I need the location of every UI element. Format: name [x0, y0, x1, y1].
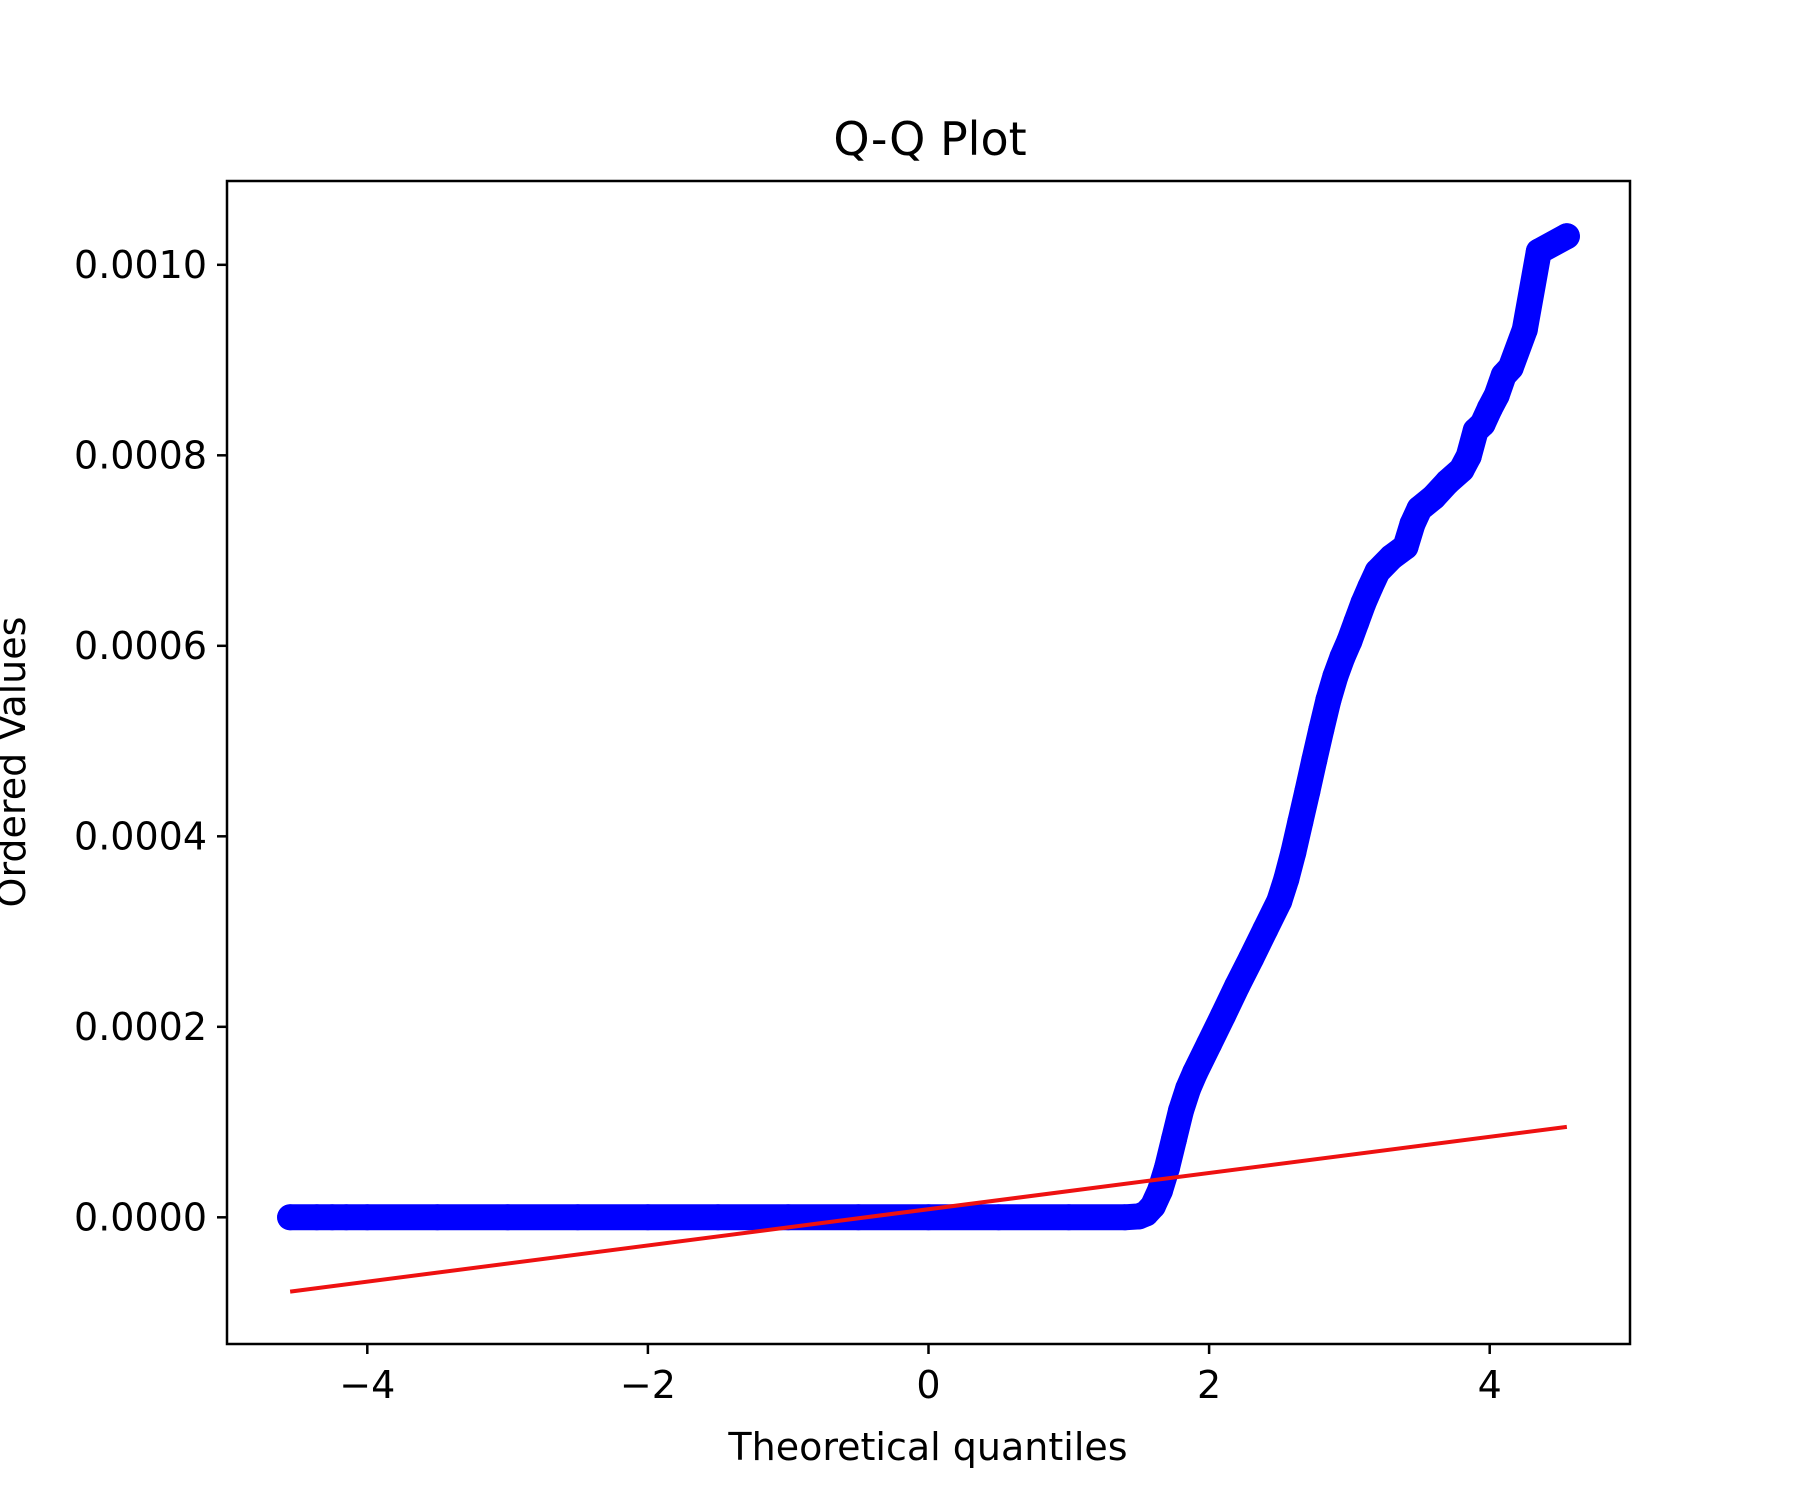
y-tick-label: 0.0000: [74, 1195, 207, 1239]
quantile-point: [1154, 1154, 1180, 1181]
quantile-point: [634, 1204, 661, 1231]
quantile-point: [277, 1204, 304, 1231]
quantile-point: [1252, 916, 1279, 943]
quantile-point: [1168, 1097, 1194, 1124]
quantile-point: [1525, 238, 1552, 265]
quantile-point: [494, 1204, 521, 1231]
quantile-point: [1147, 1177, 1173, 1204]
quantile-point: [1483, 382, 1510, 409]
quantile-point: [1497, 354, 1524, 381]
quantile-point: [564, 1204, 591, 1231]
quantile-point: [1455, 443, 1482, 470]
x-tick-label: −2: [620, 1363, 676, 1407]
quantile-point: [1287, 809, 1314, 835]
quantile-point: [1301, 747, 1328, 774]
quantile-point: [1210, 1002, 1237, 1029]
quantile-point: [1182, 1059, 1209, 1086]
quantile-point: [1315, 687, 1342, 714]
quantile-point: [1392, 533, 1419, 560]
chart-title: Q-Q Plot: [833, 112, 1026, 166]
y-tick-label: 0.0008: [74, 433, 207, 477]
y-tick-label: 0.0002: [74, 1005, 207, 1049]
quantile-point: [333, 1204, 360, 1231]
x-axis-label: Theoretical quantiles: [727, 1425, 1127, 1469]
quantile-point: [1266, 888, 1293, 915]
quantile-point: [1280, 839, 1307, 866]
quantile-point: [1553, 223, 1580, 250]
quantile-point: [705, 1204, 731, 1231]
reference-fit-line: [289, 1124, 1568, 1294]
quantile-point: [354, 1204, 381, 1231]
quantile-point: [1196, 1031, 1223, 1057]
y-axis-label: Ordered Values: [0, 617, 34, 908]
quantile-point: [775, 1204, 802, 1231]
y-tick-label: 0.0006: [74, 624, 207, 668]
y-tick-label: 0.0010: [74, 243, 207, 287]
quantile-point: [985, 1204, 1012, 1231]
quantile-point: [424, 1204, 451, 1231]
x-tick-label: 2: [1197, 1363, 1221, 1407]
y-tick-label: 0.0004: [74, 814, 207, 858]
quantile-point: [1273, 866, 1300, 893]
x-tick-label: −4: [339, 1363, 395, 1407]
quantile-point: [1294, 778, 1321, 805]
quantile-point: [1238, 945, 1265, 972]
x-tick-label: 4: [1478, 1363, 1502, 1407]
x-tick-label: 0: [916, 1363, 940, 1407]
quantile-point: [1308, 716, 1335, 743]
quantile-point: [1511, 316, 1538, 343]
quantile-point: [1224, 972, 1251, 999]
quantile-point: [1161, 1126, 1187, 1153]
quantile-point: [1055, 1204, 1082, 1231]
